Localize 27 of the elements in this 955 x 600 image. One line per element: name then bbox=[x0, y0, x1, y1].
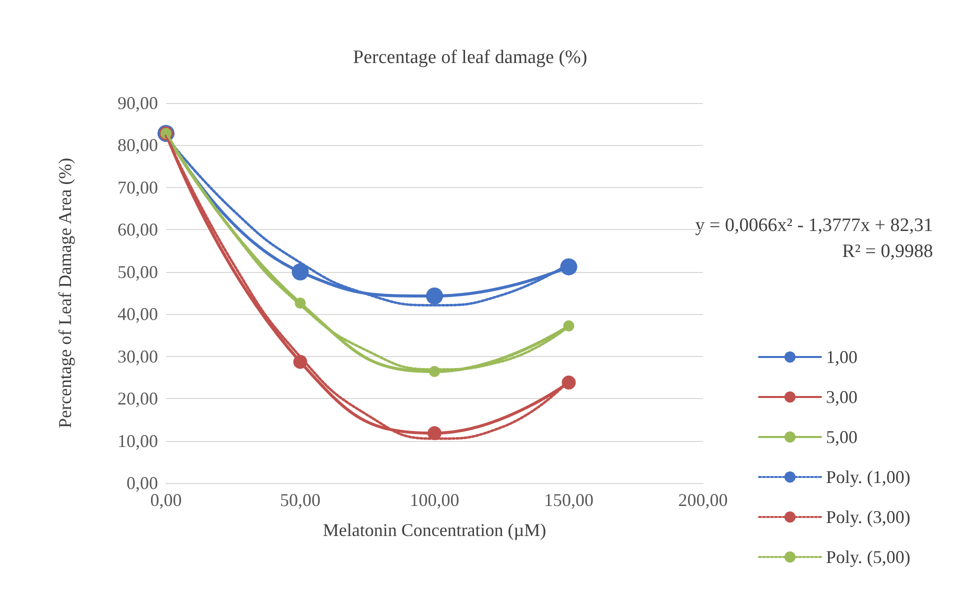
x-tick-label: 200,00 bbox=[678, 490, 728, 510]
legend-label: 1,00 bbox=[826, 347, 858, 367]
legend-label: Poly. (5,00) bbox=[826, 547, 910, 567]
x-tick-label: 0,00 bbox=[150, 490, 182, 510]
y-tick-label: 50,00 bbox=[118, 262, 158, 282]
x-tick-label: 100,00 bbox=[410, 490, 460, 510]
chart-title: Percentage of leaf damage (%) bbox=[353, 47, 588, 68]
text: R² = 0,9988 bbox=[842, 241, 934, 262]
point bbox=[292, 263, 309, 280]
point bbox=[426, 287, 443, 304]
y-tick-label: 80,00 bbox=[118, 135, 158, 156]
y-tick-label: 30,00 bbox=[118, 346, 158, 366]
y-axis-title: Percentage of Leaf Damage Area (%) bbox=[55, 158, 75, 428]
x-tick-label: 150,00 bbox=[544, 490, 594, 510]
y-tick-label: 90,00 bbox=[118, 93, 158, 113]
y-tick-label: 10,00 bbox=[118, 430, 158, 451]
legend-label: Poly. (3,00) bbox=[826, 507, 910, 527]
legend-label: 5,00 bbox=[826, 427, 858, 447]
legend-label: Poly. (1,00) bbox=[826, 467, 910, 487]
x-axis-title: Melatonin Concentration (µM) bbox=[322, 520, 546, 540]
y-tick-label: 60,00 bbox=[118, 220, 158, 240]
x-tick-label: 50,00 bbox=[280, 490, 320, 510]
y-tick-label: 0,00 bbox=[126, 473, 158, 493]
legend-label: 3,00 bbox=[826, 387, 858, 407]
y-tick-label: 40,00 bbox=[118, 304, 158, 324]
y-tick-label: 20,00 bbox=[118, 388, 158, 409]
y-tick-label: 70,00 bbox=[118, 177, 158, 198]
